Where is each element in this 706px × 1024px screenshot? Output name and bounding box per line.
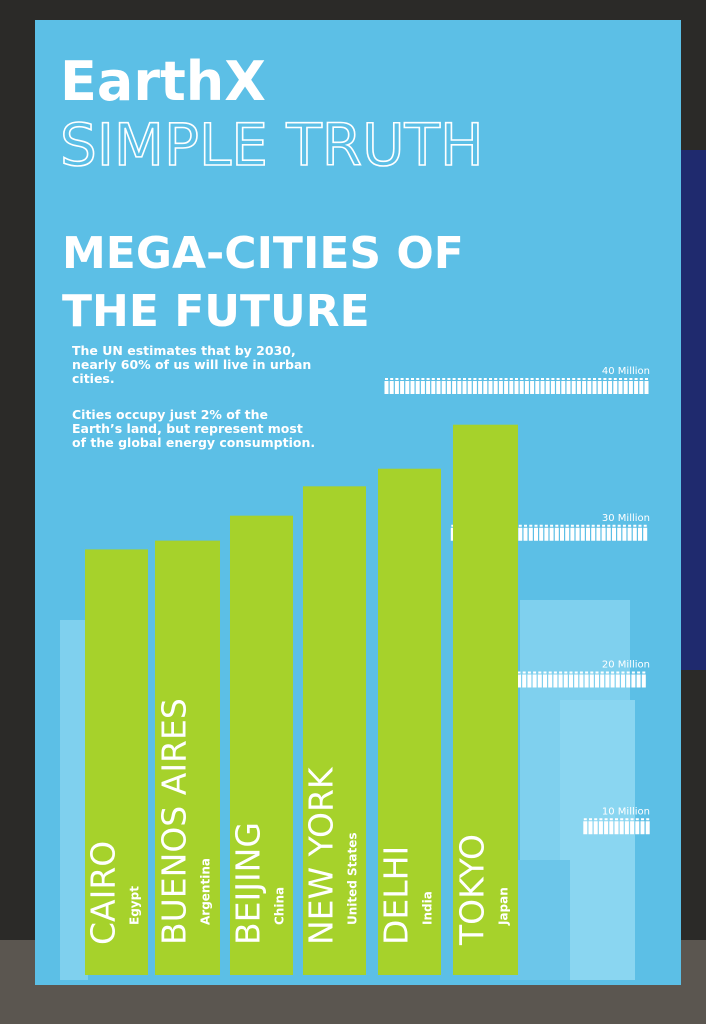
city-label: BUENOS AIRES (155, 698, 194, 945)
brand: EarthX (60, 50, 266, 113)
country-label: Argentina (199, 858, 213, 925)
y-tick-label: 20 Million (602, 660, 650, 671)
country-label: China (273, 887, 287, 925)
country-label: Egypt (128, 886, 142, 925)
note-box: Cities occupy just 2% of the Earth’s lan… (72, 408, 316, 450)
bar (378, 468, 441, 975)
y-tick-label: 40 Million (602, 366, 650, 377)
bar (303, 486, 366, 975)
bar (155, 540, 220, 975)
bar (230, 515, 293, 975)
bar (453, 424, 518, 975)
chart-title: THE FUTURE (62, 286, 370, 337)
people-row (583, 818, 650, 835)
country-label: Japan (497, 887, 511, 926)
curtain (678, 150, 706, 670)
note: The UN estimates that by 2030, nearly 60… (72, 344, 312, 386)
city-label: DELHI (377, 846, 416, 945)
city-label: TOKYO (453, 834, 492, 946)
people-row (384, 378, 649, 394)
city-label: NEW YORK (302, 766, 341, 945)
y-tick-label: 30 Million (602, 513, 650, 524)
skyline (60, 600, 635, 980)
note-box: The UN estimates that by 2030, nearly 60… (72, 344, 312, 386)
country-label: United States (346, 832, 360, 925)
tagline: SIMPLE TRUTH (60, 111, 484, 179)
chart-title: MEGA-CITIES OF (62, 228, 464, 279)
city-label: BEIJING (229, 822, 268, 945)
note: Cities occupy just 2% of the Earth’s lan… (72, 408, 316, 450)
country-label: India (421, 891, 435, 925)
bar (85, 549, 148, 975)
y-tick-label: 10 Million (602, 806, 650, 817)
city-label: CAIRO (84, 841, 123, 945)
people-row (517, 671, 646, 688)
